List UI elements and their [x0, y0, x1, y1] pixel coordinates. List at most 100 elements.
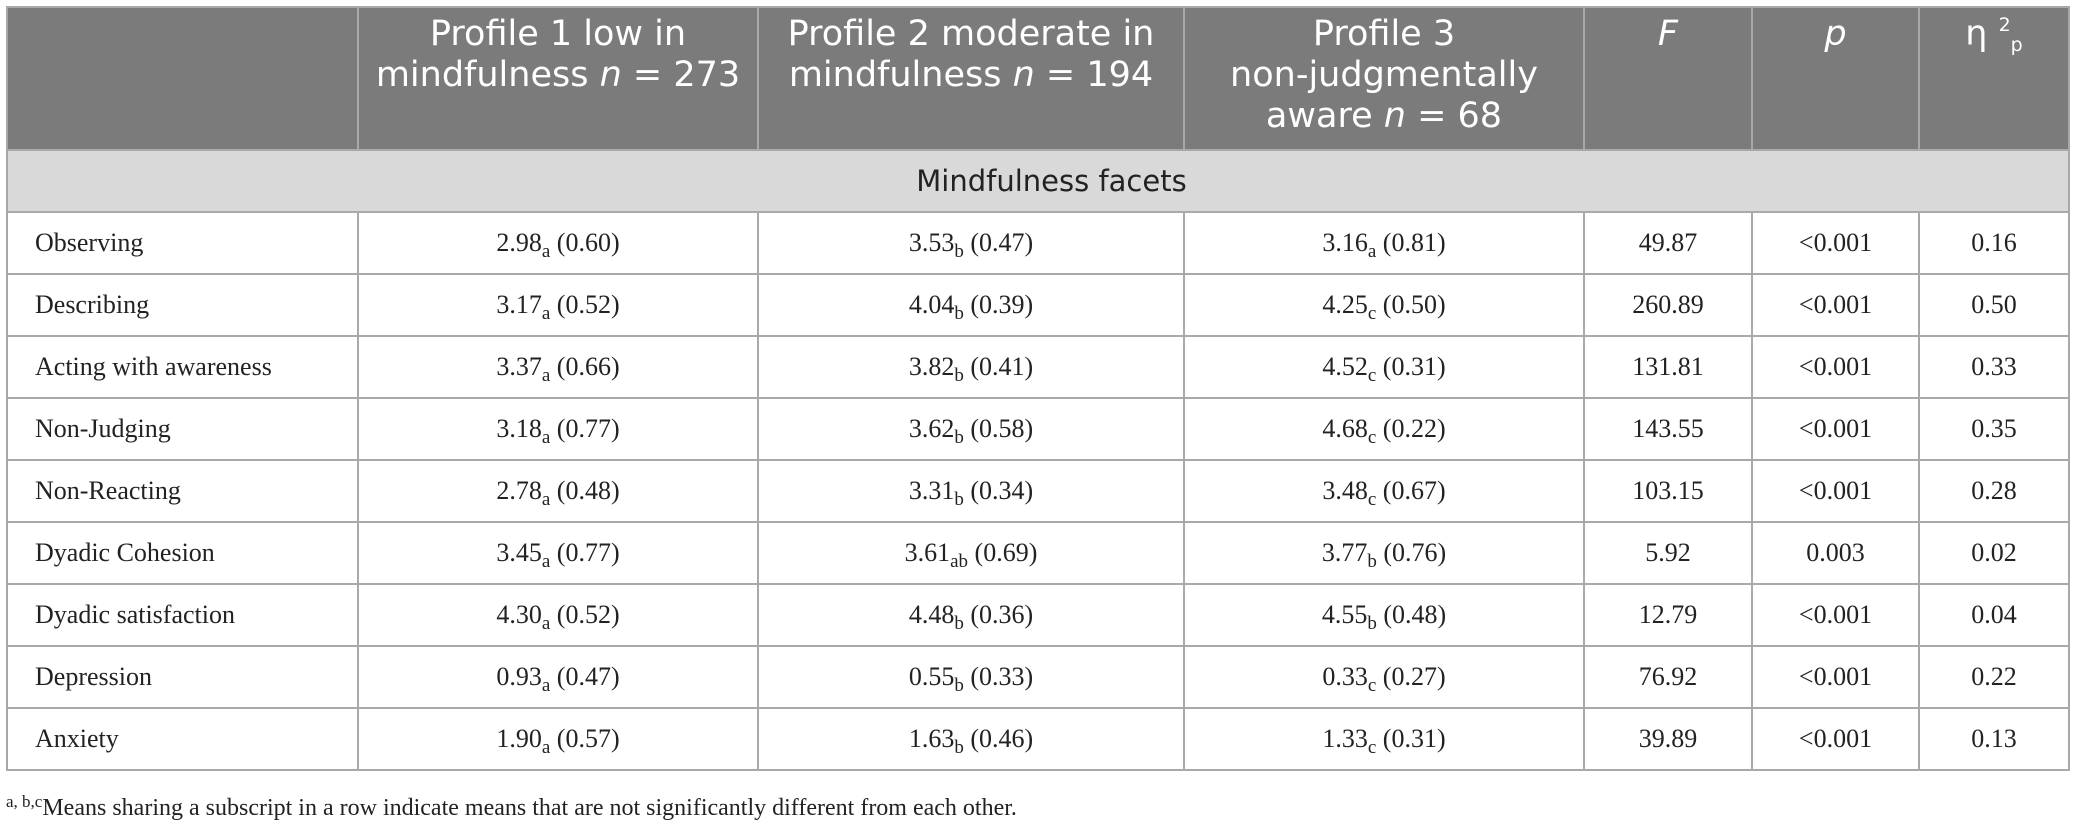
- section-row: Mindfulness facets: [6, 149, 2070, 213]
- table-row: Describing 3.17a (0.52) 4.04b (0.39) 4.25c …: [6, 273, 2070, 337]
- cell-profile-3: 4.25c (0.50): [1183, 273, 1585, 337]
- footnote: a, b,cMeans sharing a subscript in a row…: [6, 793, 1017, 822]
- cell-profile-2: 3.53b (0.47): [757, 211, 1185, 275]
- cell-profile-3: 4.68c (0.22): [1183, 397, 1585, 461]
- row-label-text: Non-Reacting: [35, 476, 181, 505]
- cell-eta: 0.13: [1918, 707, 2070, 771]
- row-label-text: Dyadic satisfaction: [35, 600, 235, 629]
- cell-profile-2: 3.82b (0.41): [757, 335, 1185, 399]
- mean-subscript: c: [1367, 303, 1377, 324]
- header-eta: η 2p: [1918, 6, 2070, 151]
- table-row: Dyadic satisfaction 4.30a (0.52) 4.48b (0.…: [6, 583, 2070, 647]
- row-label-text: Observing: [35, 228, 144, 257]
- mean-value: 4.68: [1322, 414, 1368, 443]
- cell-p: 0.003: [1751, 521, 1920, 585]
- footnote-text: Means sharing a subscript in a row indic…: [42, 795, 1017, 821]
- cell-profile-3: 0.33c (0.27): [1183, 645, 1585, 709]
- mean-value: 0.33: [1322, 662, 1368, 691]
- cell-profile-3: 1.33c (0.31): [1183, 707, 1585, 771]
- mean-value: 2.78: [496, 476, 542, 505]
- mean-subscript: b: [954, 489, 964, 510]
- table-row: Depression 0.93a (0.47) 0.55b (0.33) 0.33c …: [6, 645, 2070, 709]
- header-profile-1-line1: Profile 1 low in: [429, 14, 687, 54]
- f-value: 260.89: [1632, 290, 1704, 319]
- sd-value: (0.69): [968, 538, 1038, 567]
- mean-subscript: a: [541, 489, 551, 510]
- eta-value: 0.04: [1971, 600, 2017, 629]
- cell-eta: 0.33: [1918, 335, 2070, 399]
- mean-value: 3.82: [908, 352, 955, 381]
- header-profile-1-count: = 273: [621, 55, 741, 95]
- sd-value: (0.52): [550, 290, 620, 319]
- table-row: Observing 2.98a (0.60) 3.53b (0.47) 3.16a (…: [6, 211, 2070, 275]
- cell-profile-2: 4.48b (0.36): [757, 583, 1185, 647]
- row-label-text: Non-Judging: [35, 414, 171, 443]
- cell-profile-1: 3.45a (0.77): [357, 521, 759, 585]
- sd-value: (0.39): [963, 290, 1034, 319]
- mean-subscript: a: [541, 675, 551, 696]
- header-profile-3-line3: aware: [1265, 96, 1373, 136]
- header-f: F: [1583, 6, 1753, 151]
- cell-eta: 0.35: [1918, 397, 2070, 461]
- p-value: <0.001: [1798, 600, 1873, 629]
- eta-value: 0.28: [1971, 476, 2017, 505]
- row-label-text: Describing: [35, 290, 150, 319]
- sd-value: (0.77): [550, 414, 620, 443]
- eta-value: 0.33: [1971, 352, 2017, 381]
- mean-value: 0.55: [908, 662, 955, 691]
- mean-value: 3.62: [908, 414, 955, 443]
- section-title: Mindfulness facets: [6, 149, 2070, 213]
- f-value: 103.15: [1632, 476, 1704, 505]
- row-label-text: Dyadic Cohesion: [35, 538, 215, 567]
- sd-value: (0.52): [550, 600, 620, 629]
- cell-f: 49.87: [1583, 211, 1753, 275]
- header-profile-2-count: = 194: [1034, 55, 1154, 95]
- mean-value: 3.48: [1322, 476, 1368, 505]
- cell-profile-3: 3.16a (0.81): [1183, 211, 1585, 275]
- header-eta-sup: 2: [1998, 14, 2011, 36]
- mean-value: 3.17: [496, 290, 542, 319]
- cell-p: <0.001: [1751, 459, 1920, 523]
- header-variable: [6, 6, 359, 151]
- sd-value: (0.31): [1376, 724, 1446, 753]
- table-row: Dyadic Cohesion 3.45a (0.77) 3.61ab (0.69)…: [6, 521, 2070, 585]
- table-row: Non-Reacting 2.78a (0.48) 3.31b (0.34) 3.48…: [6, 459, 2070, 523]
- cell-profile-2: 3.62b (0.58): [757, 397, 1185, 461]
- mean-subscript: a: [541, 737, 551, 758]
- mean-subscript: b: [954, 365, 964, 386]
- header-profile-1-n: n: [599, 55, 622, 95]
- mean-subscript: a: [541, 427, 551, 448]
- row-label: Dyadic Cohesion: [6, 521, 359, 585]
- sd-value: (0.66): [550, 352, 620, 381]
- mean-value: 3.31: [908, 476, 955, 505]
- sd-value: (0.67): [1376, 476, 1446, 505]
- sd-value: (0.41): [963, 352, 1034, 381]
- mean-value: 4.52: [1322, 352, 1368, 381]
- row-label-text: Depression: [35, 662, 152, 691]
- mean-value: 3.18: [496, 414, 542, 443]
- cell-profile-3: 3.48c (0.67): [1183, 459, 1585, 523]
- cell-profile-2: 1.63b (0.46): [757, 707, 1185, 771]
- header-f-label: F: [1657, 14, 1679, 54]
- cell-p: <0.001: [1751, 645, 1920, 709]
- cell-profile-1: 4.30a (0.52): [357, 583, 759, 647]
- results-table-container: Profile 1 low in mindfulness n = 273 Pro…: [6, 6, 2070, 771]
- mean-subscript: c: [1367, 365, 1377, 386]
- table-row: Anxiety 1.90a (0.57) 1.63b (0.46) 1.33c (0.…: [6, 707, 2070, 771]
- header-p: p: [1751, 6, 1920, 151]
- p-value: <0.001: [1798, 352, 1873, 381]
- sd-value: (0.81): [1376, 228, 1446, 257]
- mean-value: 2.98: [496, 228, 542, 257]
- row-label: Describing: [6, 273, 359, 337]
- row-label: Non-Reacting: [6, 459, 359, 523]
- cell-f: 143.55: [1583, 397, 1753, 461]
- mean-value: 4.48: [908, 600, 955, 629]
- mean-subscript: a: [541, 613, 551, 634]
- cell-f: 260.89: [1583, 273, 1753, 337]
- eta-value: 0.22: [1971, 662, 2017, 691]
- cell-eta: 0.02: [1918, 521, 2070, 585]
- mean-subscript: b: [1367, 551, 1377, 572]
- mean-subscript: a: [541, 551, 551, 572]
- sd-value: (0.47): [963, 228, 1034, 257]
- sd-value: (0.33): [963, 662, 1034, 691]
